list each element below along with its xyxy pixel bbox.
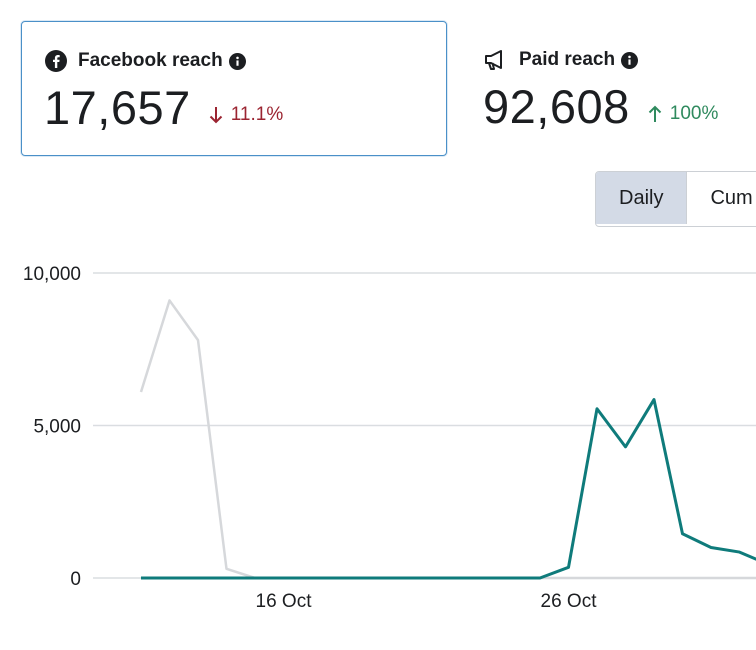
daily-button[interactable]: Daily [596, 172, 687, 224]
metric-value: 17,657 [44, 81, 191, 134]
y-tick-label: 0 [70, 569, 81, 590]
info-icon[interactable] [621, 51, 639, 69]
x-tick-label: 16 Oct [256, 591, 313, 612]
primary-series-line [141, 398, 756, 580]
arrow-down-icon [209, 107, 222, 124]
info-icon[interactable] [228, 52, 246, 70]
paid-reach-card[interactable]: Paid reach 92,608 100% [463, 21, 756, 156]
facebook-reach-card[interactable]: Facebook reach 17,657 11.1% [21, 21, 447, 156]
metric-value: 92,608 [483, 80, 630, 133]
metric-change: 11.1% [209, 104, 283, 126]
y-tick-label: 10,000 [23, 264, 81, 285]
card-title: Paid reach [519, 49, 616, 70]
cumulative-button[interactable]: Cum [686, 172, 756, 224]
arrow-up-icon [648, 105, 661, 122]
card-metric: 17,657 11.1% [44, 80, 283, 135]
card-metric: 92,608 100% [483, 79, 718, 134]
metric-change: 100% [648, 103, 719, 125]
reach-line-chart: 10,000 5,000 0 16 Oct 26 Oct [23, 264, 756, 612]
card-title: Facebook reach [78, 50, 223, 71]
change-percent: 100% [669, 103, 719, 124]
change-percent: 11.1% [230, 104, 284, 125]
card-header: Facebook reach [44, 49, 246, 73]
megaphone-icon [485, 50, 502, 70]
view-toggle: Daily Cum [595, 171, 756, 227]
x-tick-label: 26 Oct [541, 591, 598, 612]
facebook-icon [45, 50, 67, 72]
card-header: Paid reach [483, 48, 639, 72]
y-tick-label: 5,000 [33, 417, 81, 438]
